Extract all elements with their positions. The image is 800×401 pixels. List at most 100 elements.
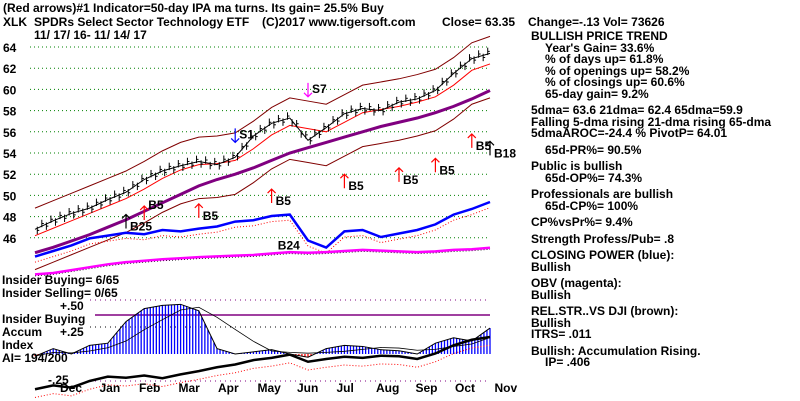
stat-line: Bullish: Accumulation Rising.: [531, 343, 701, 358]
closing-power-line: [34, 200, 491, 258]
insider-selling: Insider Selling= 0/65: [2, 286, 118, 300]
accum-ai: AI= 194/200: [2, 351, 68, 365]
change-volume: Change=-.13 Vol= 73626: [528, 15, 665, 29]
lower-band: [34, 97, 491, 271]
month-label: Jul: [337, 381, 354, 395]
y-tick-label: 58: [3, 105, 17, 119]
date-range: 11/ 17/ 16- 11/ 14/ 17: [34, 28, 147, 42]
signal-label: B18: [494, 146, 516, 160]
month-label: May: [258, 381, 282, 395]
stat-line: Professionals are bullish: [531, 187, 674, 201]
signal-label: B24: [278, 239, 300, 253]
stat-line: Year's Gain= 33.6%: [545, 40, 655, 55]
stat-line: CP%vsPr%= 9.4%: [531, 215, 633, 229]
y-tick-label: 62: [3, 62, 17, 76]
upper-band: [34, 35, 491, 209]
signal-label: B5: [276, 194, 292, 208]
ma65-line: [34, 89, 491, 255]
ma21-line: [34, 63, 491, 237]
y-tick-label: 52: [3, 168, 17, 182]
stat-line: ITRS= .011: [531, 327, 592, 341]
accum-label-3: Index: [2, 338, 34, 352]
signal-arrow-icon: [485, 140, 495, 156]
signal-label: B5: [348, 179, 364, 193]
signal-label: B5: [476, 139, 492, 153]
accum-ma: [34, 306, 491, 357]
stat-line: REL.STR..VS DJI (brown):: [531, 304, 679, 318]
y-tick-label: 54: [3, 147, 17, 161]
stat-line: Falling 5-dma rising 21-dma rising 65-dm…: [531, 114, 772, 129]
month-label: Feb: [139, 381, 160, 395]
month-label: Dec: [60, 381, 82, 395]
close-price: Close= 63.35: [442, 15, 516, 29]
stat-line: 65d-CP%= 100%: [545, 198, 639, 213]
y-tick-label: 46: [3, 232, 17, 246]
month-label: Aug: [376, 381, 399, 395]
stat-line: 65d-PR%= 90.5%: [545, 142, 642, 157]
stat-line: Bullish: [531, 287, 572, 302]
signal-label: B5: [203, 209, 219, 223]
security-name: SPDRs Select Sector Technology ETF: [34, 15, 250, 29]
price-line: [34, 52, 491, 230]
signal-arrow-icon: [139, 205, 149, 220]
month-label: Nov: [495, 381, 518, 395]
accum-tick-25: +.25: [60, 325, 84, 339]
stat-line: OBV (magenta):: [531, 276, 622, 290]
accum-tick-m25: -.25: [48, 373, 69, 387]
signal-label: B5: [439, 163, 455, 177]
stat-line: % of days up= 61.8%: [545, 52, 664, 66]
signal-arrow-icon: [430, 157, 440, 173]
signal-arrow-icon: [121, 213, 131, 229]
signal-label: B5: [148, 198, 164, 212]
stat-line: Bullish: [531, 259, 572, 274]
insider-buying: Insider Buying= 6/65: [2, 273, 120, 287]
rel-strength-line: [34, 335, 491, 391]
stat-line: Public is bullish: [531, 159, 623, 173]
month-label: Apr: [218, 381, 239, 395]
signal-label: B5: [403, 173, 419, 187]
signal-label: S1: [239, 127, 254, 141]
stat-line: % of openings up= 58.2%: [545, 63, 690, 78]
stat-line: 65-day gain= 9.2%: [545, 86, 649, 101]
stat-line: Strength Profess/Pub= .8: [531, 231, 675, 246]
y-tick-label: 64: [3, 41, 17, 55]
signal-arrow-icon: [303, 82, 313, 98]
signal-arrow-icon: [267, 188, 277, 204]
month-label: Sep: [416, 381, 438, 395]
stat-line: CLOSING POWER (blue):: [531, 248, 675, 262]
signal-label: S7: [312, 82, 327, 96]
stat-line: BULLISH PRICE TREND: [531, 29, 668, 43]
accum-label-1: Insider Buying: [2, 312, 86, 326]
signal-arrow-icon: [467, 133, 477, 148]
stat-line: % of closings up= 60.6%: [545, 75, 685, 89]
month-label: Jun: [297, 381, 318, 395]
signal-arrow-icon: [194, 203, 204, 218]
accum-line: [34, 303, 491, 358]
y-tick-label: 60: [3, 83, 17, 97]
signal-arrow-icon: [339, 173, 349, 189]
copyright: (C)2017 www.tigersoft.com: [262, 15, 416, 29]
signal-arrow-icon: [230, 128, 240, 144]
month-label: Jan: [100, 381, 121, 395]
signal-label: B25: [130, 219, 152, 233]
stat-line: 65d-OP%= 74.3%: [545, 170, 643, 185]
obv-line: [34, 246, 491, 276]
ticker: XLK: [3, 15, 27, 29]
stat-line: 5dmaAROC=-24.4 % PivotP= 64.01: [531, 126, 728, 140]
signal-arrow-icon: [394, 166, 404, 182]
y-tick-label: 48: [3, 211, 17, 225]
stat-line: 5dma= 63.6 21dma= 62.4 65dma=59.9: [531, 103, 743, 117]
month-label: Oct: [455, 381, 475, 395]
obv-ma: [34, 248, 491, 277]
month-label: Mar: [179, 381, 201, 395]
accum-tick-50: +.50: [60, 299, 84, 313]
y-tick-label: 50: [3, 189, 17, 203]
rel-strength-ma: [34, 344, 491, 398]
stat-line: IP= .406: [545, 355, 591, 369]
y-tick-label: 56: [3, 126, 17, 140]
stat-line: Bullish: [531, 315, 572, 330]
indicator-title: (Red arrows)#1 Indicator=50-day IPA ma t…: [3, 1, 384, 15]
accum-label-2: Accum: [2, 325, 43, 339]
